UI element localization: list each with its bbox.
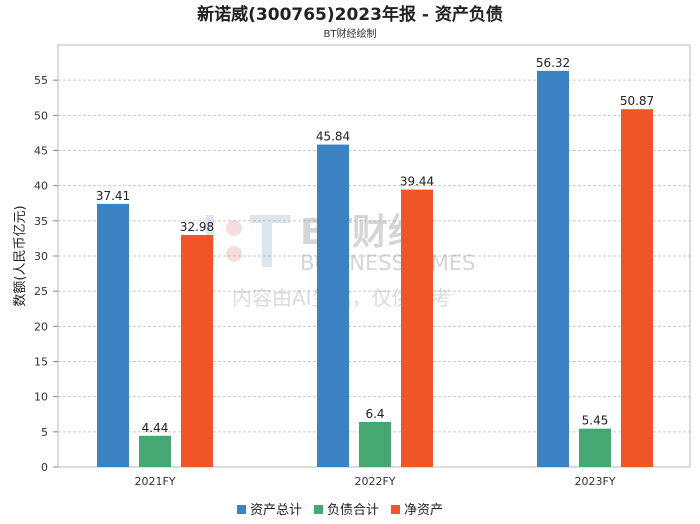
y-tick-label: 35 — [34, 215, 48, 228]
data-label: 32.98 — [180, 220, 214, 234]
legend-swatch — [237, 505, 246, 514]
y-tick-label: 50 — [34, 109, 48, 122]
bar — [537, 70, 569, 468]
bar — [139, 435, 171, 467]
legend-label: 资产总计 — [250, 503, 302, 518]
y-tick-label: 45 — [34, 145, 48, 158]
y-tick-label: 5 — [41, 426, 48, 439]
y-tick-label: 40 — [34, 180, 48, 193]
data-label: 39.44 — [400, 175, 434, 189]
data-label: 37.41 — [96, 189, 130, 203]
x-tick-label: 2021FY — [134, 475, 175, 488]
x-tick-label: 2023FY — [574, 475, 615, 488]
data-label: 45.84 — [316, 130, 350, 144]
data-label: 50.87 — [620, 94, 654, 108]
y-tick-label: 0 — [41, 461, 48, 474]
data-label: 5.45 — [582, 414, 609, 428]
legend-swatch — [391, 505, 400, 514]
y-axis-label: 数额(人民币亿元) — [13, 205, 28, 306]
y-tick-label: 10 — [34, 391, 48, 404]
y-tick-label: 20 — [34, 320, 48, 333]
data-label: 6.4 — [365, 407, 384, 421]
x-tick-label: 2022FY — [354, 475, 395, 488]
legend-swatch — [314, 505, 323, 514]
chart-title: 新诺威(300765)2023年报 - 资产负债 — [197, 4, 503, 25]
bar — [181, 235, 213, 467]
bar — [621, 109, 653, 468]
legend-label: 净资产 — [404, 503, 443, 518]
bar — [97, 203, 129, 467]
legend-label: 负债合计 — [327, 503, 379, 518]
bar — [579, 428, 611, 467]
bar — [317, 144, 349, 468]
y-tick-label: 15 — [34, 356, 48, 369]
data-label: 56.32 — [536, 56, 570, 70]
data-label: 4.44 — [142, 421, 169, 435]
y-tick-label: 25 — [34, 285, 48, 298]
bar — [359, 421, 391, 467]
y-tick-label: 55 — [34, 74, 48, 87]
chart-subtitle: BT财经绘制 — [324, 27, 377, 40]
y-tick-label: 30 — [34, 250, 48, 263]
bar — [401, 189, 433, 467]
